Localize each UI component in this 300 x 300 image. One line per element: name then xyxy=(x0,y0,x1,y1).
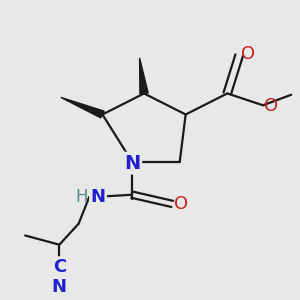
Text: C: C xyxy=(53,258,66,276)
Text: O: O xyxy=(174,195,188,213)
Polygon shape xyxy=(61,98,104,118)
Text: N: N xyxy=(91,188,106,206)
Text: N: N xyxy=(52,278,67,296)
Text: O: O xyxy=(264,97,279,115)
Text: N: N xyxy=(124,154,140,173)
Polygon shape xyxy=(140,58,148,94)
Text: O: O xyxy=(241,45,255,63)
Text: H: H xyxy=(75,188,88,206)
